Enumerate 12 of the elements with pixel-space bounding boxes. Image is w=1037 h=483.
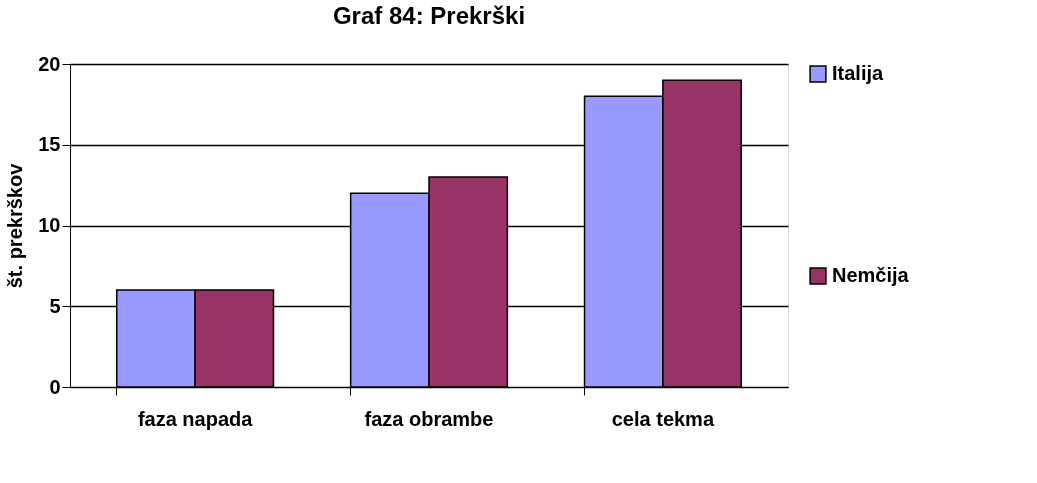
x-tick-label: faza obrambe (364, 407, 494, 430)
x-tick-label: cela tekma (611, 407, 715, 430)
y-tick-label: 5 (49, 294, 61, 317)
chart-title: Graf 84: Prekrški (332, 2, 526, 29)
y-tick-label: 0 (49, 375, 61, 398)
y-tick-label: 20 (38, 52, 61, 75)
y-tick-label: 10 (38, 214, 61, 236)
y-axis-title: št. prekrškov (4, 162, 27, 289)
y-tick-label: 15 (38, 133, 61, 156)
x-tick-label: faza napada (137, 407, 254, 430)
legend-label: Italija (832, 62, 885, 84)
legend-label: Nemčija (832, 264, 910, 286)
